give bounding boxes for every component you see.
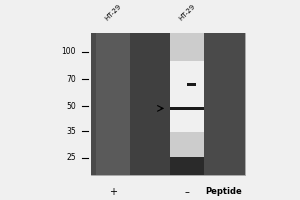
FancyBboxPatch shape <box>170 157 204 175</box>
FancyBboxPatch shape <box>170 61 204 132</box>
FancyBboxPatch shape <box>91 33 245 175</box>
FancyBboxPatch shape <box>91 33 96 175</box>
FancyBboxPatch shape <box>130 33 170 175</box>
FancyBboxPatch shape <box>96 33 130 175</box>
FancyBboxPatch shape <box>204 33 245 175</box>
Text: +: + <box>109 187 117 197</box>
FancyBboxPatch shape <box>170 107 204 110</box>
Text: HT-29: HT-29 <box>178 3 196 22</box>
Text: 100: 100 <box>61 47 76 56</box>
Text: Peptide: Peptide <box>206 187 242 196</box>
Text: –: – <box>185 187 190 197</box>
Text: HT-29: HT-29 <box>103 3 122 22</box>
FancyBboxPatch shape <box>170 33 204 175</box>
Text: 50: 50 <box>66 102 76 111</box>
Text: 70: 70 <box>66 75 76 84</box>
FancyBboxPatch shape <box>187 83 196 86</box>
Text: 35: 35 <box>66 127 76 136</box>
Text: 25: 25 <box>66 153 76 162</box>
